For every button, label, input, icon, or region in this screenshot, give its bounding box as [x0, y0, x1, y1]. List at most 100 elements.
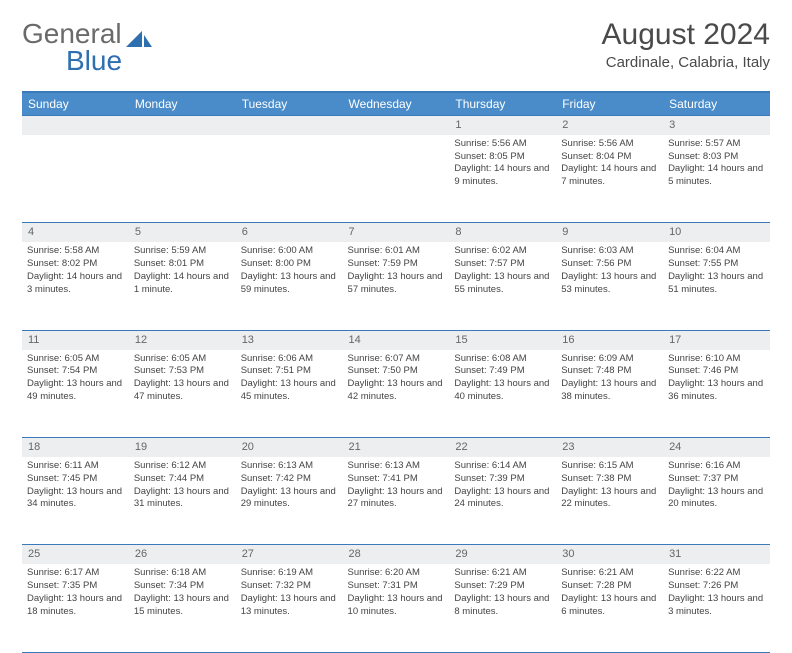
detail-row: Sunrise: 6:11 AMSunset: 7:45 PMDaylight:…	[22, 457, 770, 545]
day-number-cell: 14	[343, 330, 450, 349]
day-number-cell: 7	[343, 223, 450, 242]
day-number-cell: 19	[129, 438, 236, 457]
sunset-line: Sunset: 7:57 PM	[454, 258, 551, 271]
day-detail-cell: Sunrise: 6:03 AMSunset: 7:56 PMDaylight:…	[556, 242, 663, 330]
sunset-line: Sunset: 8:04 PM	[561, 151, 658, 164]
sunset-line: Sunset: 7:44 PM	[134, 473, 231, 486]
day-number-cell: 2	[556, 116, 663, 135]
day-detail-cell: Sunrise: 6:21 AMSunset: 7:29 PMDaylight:…	[449, 564, 556, 652]
sunrise-line: Sunrise: 5:56 AM	[454, 138, 551, 151]
daylight-line: Daylight: 13 hours and 6 minutes.	[561, 593, 658, 619]
sunrise-line: Sunrise: 6:02 AM	[454, 245, 551, 258]
sunrise-line: Sunrise: 6:19 AM	[241, 567, 338, 580]
sunset-line: Sunset: 7:41 PM	[348, 473, 445, 486]
sunrise-line: Sunrise: 6:14 AM	[454, 460, 551, 473]
sunset-line: Sunset: 7:49 PM	[454, 365, 551, 378]
sunrise-line: Sunrise: 6:10 AM	[668, 353, 765, 366]
sunset-line: Sunset: 8:01 PM	[134, 258, 231, 271]
sunset-line: Sunset: 8:05 PM	[454, 151, 551, 164]
daylight-line: Daylight: 13 hours and 8 minutes.	[454, 593, 551, 619]
detail-row: Sunrise: 5:58 AMSunset: 8:02 PMDaylight:…	[22, 242, 770, 330]
sunrise-line: Sunrise: 5:59 AM	[134, 245, 231, 258]
sunset-line: Sunset: 7:39 PM	[454, 473, 551, 486]
daylight-line: Daylight: 13 hours and 38 minutes.	[561, 378, 658, 404]
day-detail-cell: Sunrise: 6:01 AMSunset: 7:59 PMDaylight:…	[343, 242, 450, 330]
sunrise-line: Sunrise: 6:15 AM	[561, 460, 658, 473]
daylight-line: Daylight: 13 hours and 22 minutes.	[561, 486, 658, 512]
sunset-line: Sunset: 7:59 PM	[348, 258, 445, 271]
daylight-line: Daylight: 13 hours and 24 minutes.	[454, 486, 551, 512]
day-header: Wednesday	[343, 92, 450, 116]
sunset-line: Sunset: 7:55 PM	[668, 258, 765, 271]
daylight-line: Daylight: 14 hours and 5 minutes.	[668, 163, 765, 189]
day-detail-cell: Sunrise: 6:07 AMSunset: 7:50 PMDaylight:…	[343, 350, 450, 438]
day-number-cell: 5	[129, 223, 236, 242]
day-detail-cell: Sunrise: 5:56 AMSunset: 8:05 PMDaylight:…	[449, 135, 556, 223]
sunrise-line: Sunrise: 6:07 AM	[348, 353, 445, 366]
day-detail-cell: Sunrise: 6:09 AMSunset: 7:48 PMDaylight:…	[556, 350, 663, 438]
sunset-line: Sunset: 7:54 PM	[27, 365, 124, 378]
day-detail-cell: Sunrise: 6:22 AMSunset: 7:26 PMDaylight:…	[663, 564, 770, 652]
day-detail-cell: Sunrise: 6:14 AMSunset: 7:39 PMDaylight:…	[449, 457, 556, 545]
day-header: Friday	[556, 92, 663, 116]
day-detail-cell: Sunrise: 6:04 AMSunset: 7:55 PMDaylight:…	[663, 242, 770, 330]
daynum-row: 45678910	[22, 223, 770, 242]
day-number-cell: 12	[129, 330, 236, 349]
sunrise-line: Sunrise: 6:03 AM	[561, 245, 658, 258]
sunrise-line: Sunrise: 6:04 AM	[668, 245, 765, 258]
day-header-row: SundayMondayTuesdayWednesdayThursdayFrid…	[22, 92, 770, 116]
day-number-cell: 11	[22, 330, 129, 349]
daylight-line: Daylight: 14 hours and 9 minutes.	[454, 163, 551, 189]
day-detail-cell: Sunrise: 5:58 AMSunset: 8:02 PMDaylight:…	[22, 242, 129, 330]
day-detail-cell: Sunrise: 6:17 AMSunset: 7:35 PMDaylight:…	[22, 564, 129, 652]
sunset-line: Sunset: 7:31 PM	[348, 580, 445, 593]
sunrise-line: Sunrise: 6:18 AM	[134, 567, 231, 580]
title-block: August 2024 Cardinale, Calabria, Italy	[602, 18, 770, 71]
day-detail-cell: Sunrise: 6:21 AMSunset: 7:28 PMDaylight:…	[556, 564, 663, 652]
daylight-line: Daylight: 14 hours and 7 minutes.	[561, 163, 658, 189]
daylight-line: Daylight: 13 hours and 15 minutes.	[134, 593, 231, 619]
day-number-cell: 27	[236, 545, 343, 564]
sunset-line: Sunset: 7:28 PM	[561, 580, 658, 593]
sunrise-line: Sunrise: 6:11 AM	[27, 460, 124, 473]
day-detail-cell: Sunrise: 6:19 AMSunset: 7:32 PMDaylight:…	[236, 564, 343, 652]
day-number-cell: 9	[556, 223, 663, 242]
sunrise-line: Sunrise: 6:21 AM	[454, 567, 551, 580]
sunset-line: Sunset: 7:51 PM	[241, 365, 338, 378]
sunrise-line: Sunrise: 6:01 AM	[348, 245, 445, 258]
day-number-cell	[22, 116, 129, 135]
day-detail-cell: Sunrise: 5:59 AMSunset: 8:01 PMDaylight:…	[129, 242, 236, 330]
day-header: Saturday	[663, 92, 770, 116]
daylight-line: Daylight: 13 hours and 36 minutes.	[668, 378, 765, 404]
day-number-cell: 23	[556, 438, 663, 457]
day-detail-cell	[129, 135, 236, 223]
daylight-line: Daylight: 13 hours and 20 minutes.	[668, 486, 765, 512]
day-number-cell	[129, 116, 236, 135]
sunrise-line: Sunrise: 6:16 AM	[668, 460, 765, 473]
daylight-line: Daylight: 13 hours and 34 minutes.	[27, 486, 124, 512]
daylight-line: Daylight: 13 hours and 49 minutes.	[27, 378, 124, 404]
sunrise-line: Sunrise: 5:58 AM	[27, 245, 124, 258]
detail-row: Sunrise: 6:05 AMSunset: 7:54 PMDaylight:…	[22, 350, 770, 438]
sunset-line: Sunset: 7:34 PM	[134, 580, 231, 593]
day-detail-cell: Sunrise: 6:00 AMSunset: 8:00 PMDaylight:…	[236, 242, 343, 330]
day-number-cell: 31	[663, 545, 770, 564]
daylight-line: Daylight: 13 hours and 40 minutes.	[454, 378, 551, 404]
day-number-cell: 26	[129, 545, 236, 564]
day-detail-cell: Sunrise: 6:12 AMSunset: 7:44 PMDaylight:…	[129, 457, 236, 545]
sunset-line: Sunset: 7:37 PM	[668, 473, 765, 486]
daynum-row: 18192021222324	[22, 438, 770, 457]
sunrise-line: Sunrise: 6:13 AM	[348, 460, 445, 473]
sunset-line: Sunset: 7:48 PM	[561, 365, 658, 378]
day-header: Sunday	[22, 92, 129, 116]
daylight-line: Daylight: 13 hours and 13 minutes.	[241, 593, 338, 619]
brand-text-blue: Blue	[66, 45, 122, 76]
day-number-cell: 17	[663, 330, 770, 349]
day-detail-cell	[343, 135, 450, 223]
sunrise-line: Sunrise: 6:20 AM	[348, 567, 445, 580]
day-detail-cell: Sunrise: 6:05 AMSunset: 7:54 PMDaylight:…	[22, 350, 129, 438]
day-detail-cell: Sunrise: 6:08 AMSunset: 7:49 PMDaylight:…	[449, 350, 556, 438]
daylight-line: Daylight: 13 hours and 27 minutes.	[348, 486, 445, 512]
daynum-row: 11121314151617	[22, 330, 770, 349]
sunset-line: Sunset: 7:32 PM	[241, 580, 338, 593]
